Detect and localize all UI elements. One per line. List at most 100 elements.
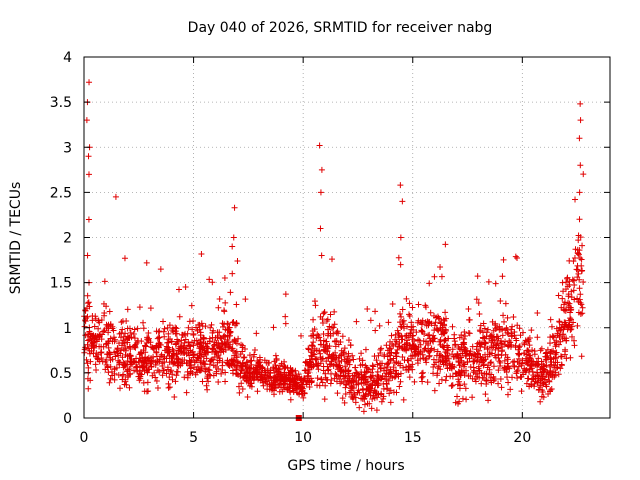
data-point [205, 366, 212, 373]
data-point [168, 358, 175, 365]
data-point [290, 377, 297, 384]
data-point [230, 361, 237, 368]
data-point [199, 346, 206, 353]
data-point [461, 381, 468, 388]
data-point [504, 356, 511, 363]
data-point [154, 385, 161, 392]
data-point [164, 339, 171, 346]
data-point [166, 348, 173, 355]
data-point [271, 358, 278, 365]
data-point [178, 337, 185, 344]
data-point [131, 344, 138, 351]
data-point [523, 380, 530, 387]
data-point [501, 318, 508, 325]
data-point [535, 379, 542, 386]
data-point [474, 350, 481, 357]
data-point [197, 359, 204, 366]
data-point [532, 378, 539, 385]
data-point [208, 357, 215, 364]
data-point [577, 255, 584, 262]
data-point [375, 377, 382, 384]
data-point [216, 295, 223, 302]
data-point [279, 388, 286, 395]
data-point [466, 316, 473, 323]
data-point [85, 299, 92, 306]
data-point [205, 378, 212, 385]
data-point [576, 189, 583, 196]
data-point [530, 358, 537, 365]
chart-title: Day 040 of 2026, SRMTID for receiver nab… [188, 20, 493, 36]
data-point [149, 344, 156, 351]
data-point [361, 396, 368, 403]
data-point [475, 299, 482, 306]
data-point [408, 355, 415, 362]
data-point [282, 291, 289, 298]
data-point [229, 319, 236, 326]
data-point [154, 335, 161, 342]
data-point [126, 366, 133, 373]
data-point [144, 334, 151, 341]
data-point [230, 319, 237, 326]
data-point [222, 378, 229, 385]
data-point [358, 350, 365, 357]
data-point [431, 346, 438, 353]
data-point [134, 325, 141, 332]
data-point [320, 330, 327, 337]
data-point [325, 354, 332, 361]
data-point [421, 347, 428, 354]
data-point [419, 373, 426, 380]
data-point [372, 327, 379, 334]
data-point [430, 370, 437, 377]
data-point [209, 329, 216, 336]
data-point [395, 254, 402, 261]
data-point [234, 258, 241, 265]
data-point [84, 375, 91, 382]
data-point [115, 357, 122, 364]
data-point [579, 267, 586, 274]
data-point [577, 291, 584, 298]
data-point [397, 234, 404, 241]
data-point [352, 399, 359, 406]
data-point [282, 320, 289, 327]
data-point [556, 334, 563, 341]
data-point [512, 253, 519, 260]
data-point [247, 369, 254, 376]
data-point [230, 234, 237, 241]
data-point [445, 335, 452, 342]
data-point [106, 349, 113, 356]
data-point [190, 332, 197, 339]
data-point [331, 308, 338, 315]
data-point [84, 292, 91, 299]
data-point [92, 361, 99, 368]
data-point [487, 332, 494, 339]
data-point [511, 328, 518, 335]
data-point [513, 368, 520, 375]
data-point [298, 332, 305, 339]
data-point [339, 395, 346, 402]
data-point [133, 363, 140, 370]
data-point [157, 266, 164, 273]
data-point [462, 385, 469, 392]
x-tick-label: 5 [189, 430, 198, 446]
data-point [114, 349, 121, 356]
data-point [248, 357, 255, 364]
data-point [118, 329, 125, 336]
data-point [462, 353, 469, 360]
data-point [388, 332, 395, 339]
data-point [98, 355, 105, 362]
data-point [242, 296, 249, 303]
data-point [431, 387, 438, 394]
data-point [87, 330, 94, 337]
data-point [243, 369, 250, 376]
data-point [537, 382, 544, 389]
data-point [287, 396, 294, 403]
data-point [124, 306, 131, 313]
y-tick-label: 2.5 [50, 185, 72, 201]
data-point [165, 380, 172, 387]
data-point [547, 334, 554, 341]
data-point [514, 322, 521, 329]
data-point [386, 390, 393, 397]
data-point [371, 353, 378, 360]
data-point [509, 323, 516, 330]
data-point [183, 345, 190, 352]
